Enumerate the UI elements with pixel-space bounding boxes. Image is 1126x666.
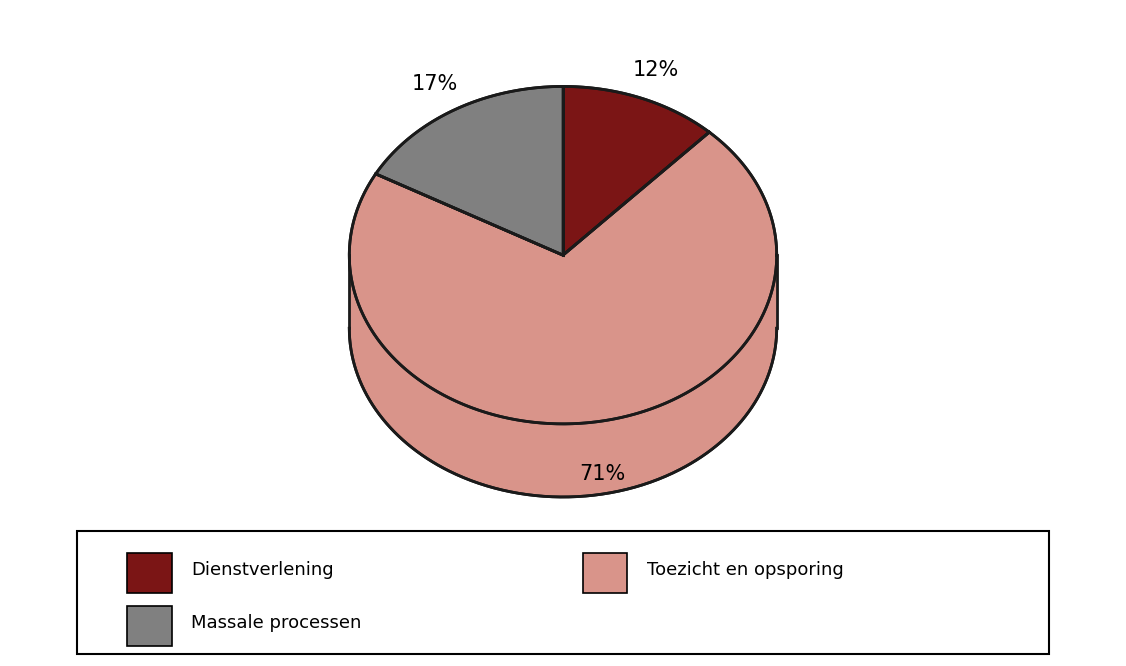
Text: 12%: 12%: [633, 60, 679, 80]
Polygon shape: [563, 87, 709, 255]
Bar: [127, 606, 171, 646]
Polygon shape: [376, 87, 563, 255]
Text: Massale processen: Massale processen: [191, 614, 361, 633]
Bar: [583, 553, 627, 593]
Text: Dienstverlening: Dienstverlening: [191, 561, 334, 579]
FancyBboxPatch shape: [78, 531, 1048, 654]
Text: 17%: 17%: [411, 74, 458, 94]
Polygon shape: [349, 132, 777, 424]
Bar: [127, 553, 171, 593]
Text: 71%: 71%: [579, 464, 626, 484]
Polygon shape: [349, 255, 777, 497]
Polygon shape: [349, 255, 777, 497]
Text: Toezicht en opsporing: Toezicht en opsporing: [647, 561, 844, 579]
